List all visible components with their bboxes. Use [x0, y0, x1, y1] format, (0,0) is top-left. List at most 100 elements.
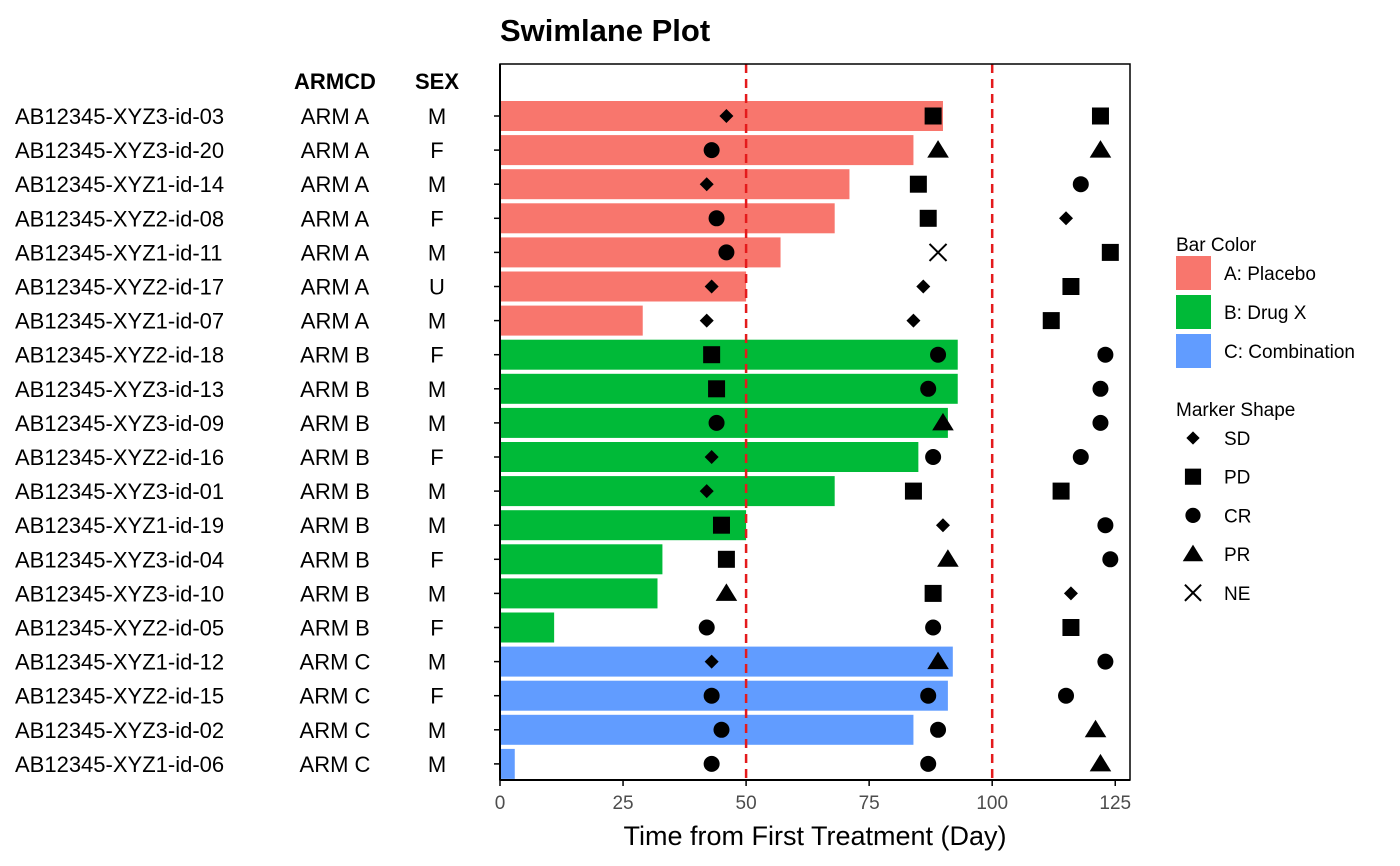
- marker-cr: [708, 210, 725, 227]
- row-label: AB12345-XYZ1-id-19: [15, 513, 224, 538]
- marker-cr: [920, 687, 937, 704]
- marker-cr: [920, 755, 937, 772]
- marker-cr: [920, 380, 937, 397]
- marker-pr: [1089, 753, 1112, 772]
- marker-sd: [699, 313, 714, 328]
- legend-swatch: [1176, 256, 1211, 290]
- row-label: AB12345-XYZ1-id-12: [15, 650, 224, 675]
- marker-cr: [1092, 414, 1109, 431]
- marker-cr: [1072, 449, 1089, 465]
- legend-marker-label: CR: [1224, 506, 1251, 527]
- row-armcd: ARM C: [300, 752, 371, 777]
- row-sex: M: [428, 240, 446, 265]
- row-label: AB12345-XYZ1-id-06: [15, 752, 224, 777]
- legend-bar-label: C: Combination: [1224, 342, 1355, 363]
- marker-cr: [1092, 380, 1109, 397]
- marker-cr: [698, 619, 715, 636]
- row-sex: M: [428, 411, 446, 436]
- row-label: AB12345-XYZ3-id-10: [15, 581, 224, 606]
- row-label: AB12345-XYZ3-id-01: [15, 479, 224, 504]
- bar-AB12345-XYZ2-id-15: [500, 680, 948, 711]
- marker-pd: [712, 516, 730, 534]
- marker-pr: [927, 140, 949, 158]
- marker-sd: [906, 313, 921, 328]
- row-label: AB12345-XYZ2-id-17: [15, 275, 224, 300]
- marker-pr: [715, 583, 738, 601]
- bar-AB12345-XYZ1-id-12: [500, 646, 953, 677]
- row-sex: M: [428, 752, 446, 777]
- marker-pr: [932, 412, 954, 431]
- marker-cr: [708, 414, 725, 431]
- bar-AB12345-XYZ3-id-01: [500, 476, 835, 507]
- marker-cr: [1097, 517, 1114, 534]
- row-armcd: ARM B: [300, 377, 370, 402]
- bar-AB12345-XYZ3-id-13: [500, 373, 958, 404]
- marker-sd: [1059, 211, 1074, 226]
- marker-cr: [1097, 346, 1114, 363]
- bar-AB12345-XYZ3-id-04: [500, 544, 663, 575]
- bar-AB12345-XYZ3-id-10: [500, 578, 658, 609]
- row-label: AB12345-XYZ3-id-04: [15, 547, 224, 572]
- row-label: AB12345-XYZ1-id-14: [15, 172, 224, 197]
- legend-marker-label: PR: [1224, 545, 1250, 566]
- marker-sd: [699, 484, 714, 499]
- marker-sd: [916, 279, 931, 294]
- row-label: AB12345-XYZ3-id-09: [15, 411, 224, 436]
- row-armcd: ARM C: [300, 718, 371, 743]
- bar-AB12345-XYZ2-id-18: [500, 339, 958, 370]
- marker-sd: [699, 177, 714, 192]
- row-label: AB12345-XYZ3-id-13: [15, 377, 224, 402]
- row-sex: M: [428, 718, 446, 743]
- row-sex: M: [428, 309, 446, 334]
- legend-diamond-icon: [1186, 431, 1200, 445]
- x-tick-label: 50: [736, 793, 757, 814]
- x-tick-label: 75: [859, 793, 880, 814]
- marker-pd: [904, 482, 922, 500]
- bar-AB12345-XYZ1-id-07: [500, 305, 643, 336]
- row-armcd: ARM A: [301, 309, 370, 334]
- marker-pd: [1101, 243, 1119, 261]
- row-armcd: ARM A: [301, 275, 370, 300]
- row-sex: M: [428, 377, 446, 402]
- armcd-column-header: ARMCD: [294, 69, 376, 94]
- marker-cr: [930, 346, 947, 363]
- y-axis: AB12345-XYZ3-id-03 ARM A M AB12345-XYZ3-id-…: [15, 64, 501, 780]
- legend-marker-label: PD: [1224, 468, 1250, 489]
- x-tick-label: 0: [495, 793, 506, 814]
- marker-cr: [718, 244, 735, 261]
- row-sex: M: [428, 479, 446, 504]
- marker-sd: [704, 450, 719, 464]
- marker-pd: [919, 209, 937, 227]
- bar-AB12345-XYZ2-id-08: [500, 203, 835, 234]
- bars-layer: [500, 101, 958, 779]
- marker-cr: [1072, 176, 1089, 193]
- legend-marker-title: Marker Shape: [1176, 400, 1295, 421]
- row-label: AB12345-XYZ2-id-05: [15, 616, 224, 641]
- row-armcd: ARM A: [301, 240, 370, 265]
- chart-title: Swimlane Plot: [500, 13, 710, 48]
- marker-pd: [1042, 312, 1060, 330]
- marker-pd: [1062, 619, 1080, 636]
- bar-AB12345-XYZ1-id-06: [500, 748, 515, 779]
- legend-bar-label: A: Placebo: [1224, 264, 1316, 285]
- marker-pd: [717, 550, 735, 568]
- legend-bar-title: Bar Color: [1176, 235, 1257, 256]
- row-armcd: ARM C: [300, 684, 371, 709]
- legend-square-icon: [1184, 468, 1202, 485]
- row-label: AB12345-XYZ2-id-18: [15, 343, 224, 368]
- row-armcd: ARM C: [300, 650, 371, 675]
- legend-marker-label: SD: [1224, 429, 1250, 450]
- x-axis-title: Time from First Treatment (Day): [623, 821, 1006, 851]
- marker-pd: [1091, 107, 1109, 125]
- marker-sd: [704, 654, 719, 669]
- marker-ne: [928, 243, 948, 262]
- row-sex: M: [428, 650, 446, 675]
- x-tick-label: 25: [612, 793, 633, 814]
- marker-sd: [704, 279, 719, 294]
- legend-triangle-icon: [1182, 544, 1204, 562]
- marker-cr: [925, 449, 942, 465]
- marker-pr: [1089, 140, 1112, 158]
- bar-AB12345-XYZ1-id-14: [500, 169, 850, 200]
- row-label: AB12345-XYZ3-id-03: [15, 104, 224, 129]
